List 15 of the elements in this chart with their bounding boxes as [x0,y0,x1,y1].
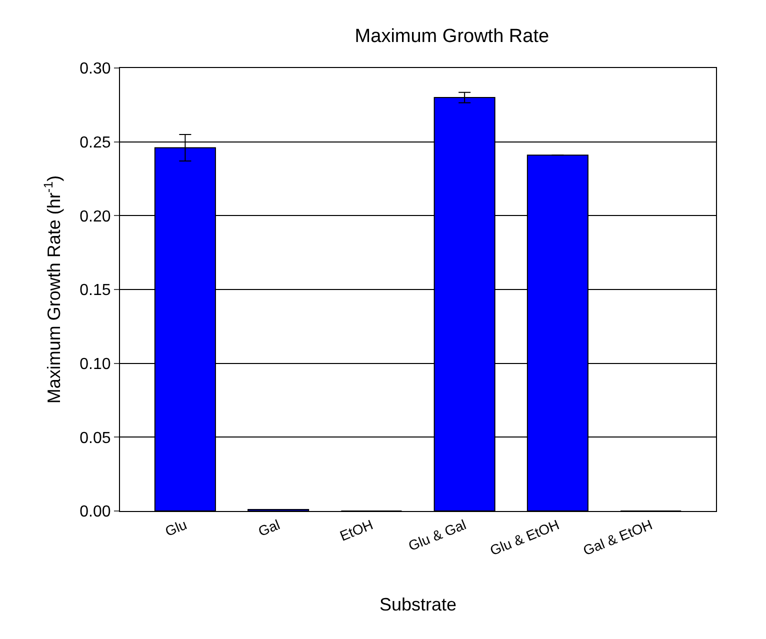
chart-title: Maximum Growth Rate [354,26,550,48]
y-tick-label: 0.00 [80,504,111,521]
x-tick-label: Glu & Gal [406,516,468,554]
x-tick-label: Glu [162,516,189,540]
x-axis-title: Substrate [379,594,457,615]
x-tick-label: EtOH [337,516,376,544]
y-tick-label: 0.30 [80,60,111,78]
y-tick-label: 0.05 [80,430,111,447]
y-tick-label: 0.25 [80,134,111,152]
x-tick-label: Gal & EtOH [580,516,655,558]
y-tick-label: 0.20 [80,208,111,226]
y-tick-label: 0.10 [80,356,111,373]
y-tick-label: 0.15 [80,282,111,300]
x-tick-label: Glu & EtOH [488,516,562,558]
x-tick-label: Gal [256,516,282,540]
